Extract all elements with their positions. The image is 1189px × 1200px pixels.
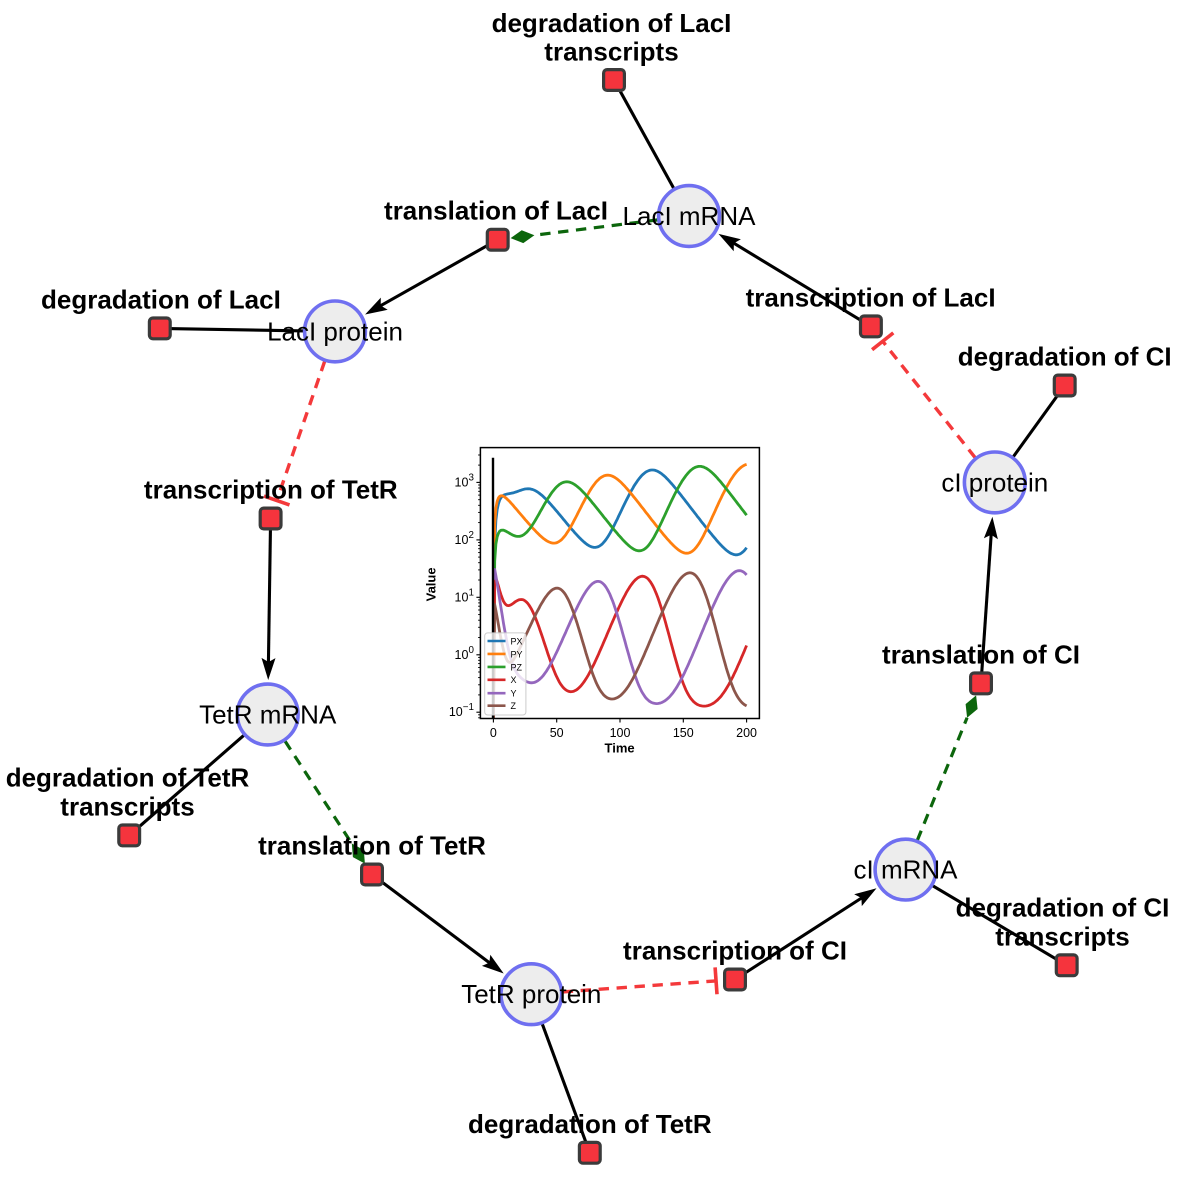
- svg-text:transcripts: transcripts: [995, 921, 1129, 951]
- svg-text:PX: PX: [511, 636, 523, 646]
- svg-text:cI protein: cI protein: [941, 467, 1048, 497]
- svg-text:degradation of LacI: degradation of LacI: [492, 8, 732, 38]
- svg-text:100: 100: [610, 726, 631, 740]
- svg-text:translation of CI: translation of CI: [882, 639, 1080, 669]
- svg-text:50: 50: [550, 726, 564, 740]
- svg-text:degradation of CI: degradation of CI: [958, 342, 1172, 372]
- svg-text:TetR mRNA: TetR mRNA: [199, 700, 337, 730]
- svg-text:transcripts: transcripts: [60, 791, 194, 821]
- svg-text:LacI protein: LacI protein: [267, 316, 403, 346]
- svg-text:PZ: PZ: [511, 662, 523, 672]
- svg-text:Z: Z: [511, 701, 517, 711]
- svg-text:Y: Y: [511, 689, 517, 699]
- svg-text:150: 150: [673, 726, 694, 740]
- svg-text:transcription of TetR: transcription of TetR: [144, 475, 398, 505]
- svg-text:degradation of CI: degradation of CI: [956, 893, 1170, 923]
- svg-text:0: 0: [490, 726, 497, 740]
- svg-text:LacI mRNA: LacI mRNA: [623, 201, 757, 231]
- svg-text:transcription of LacI: transcription of LacI: [746, 282, 996, 312]
- svg-text:degradation of TetR: degradation of TetR: [468, 1109, 712, 1139]
- svg-text:transcripts: transcripts: [544, 37, 678, 67]
- svg-text:translation of TetR: translation of TetR: [258, 831, 486, 861]
- svg-text:degradation of TetR: degradation of TetR: [6, 763, 250, 793]
- svg-text:transcription of CI: transcription of CI: [623, 936, 847, 966]
- svg-text:translation of LacI: translation of LacI: [384, 196, 608, 226]
- svg-text:Time: Time: [605, 741, 635, 756]
- svg-text:Value: Value: [424, 567, 439, 601]
- svg-text:X: X: [511, 675, 517, 685]
- svg-text:PY: PY: [511, 649, 523, 659]
- svg-text:cI mRNA: cI mRNA: [854, 855, 959, 885]
- svg-text:TetR protein: TetR protein: [461, 979, 601, 1009]
- svg-text:degradation of LacI: degradation of LacI: [41, 284, 281, 314]
- svg-text:200: 200: [736, 726, 757, 740]
